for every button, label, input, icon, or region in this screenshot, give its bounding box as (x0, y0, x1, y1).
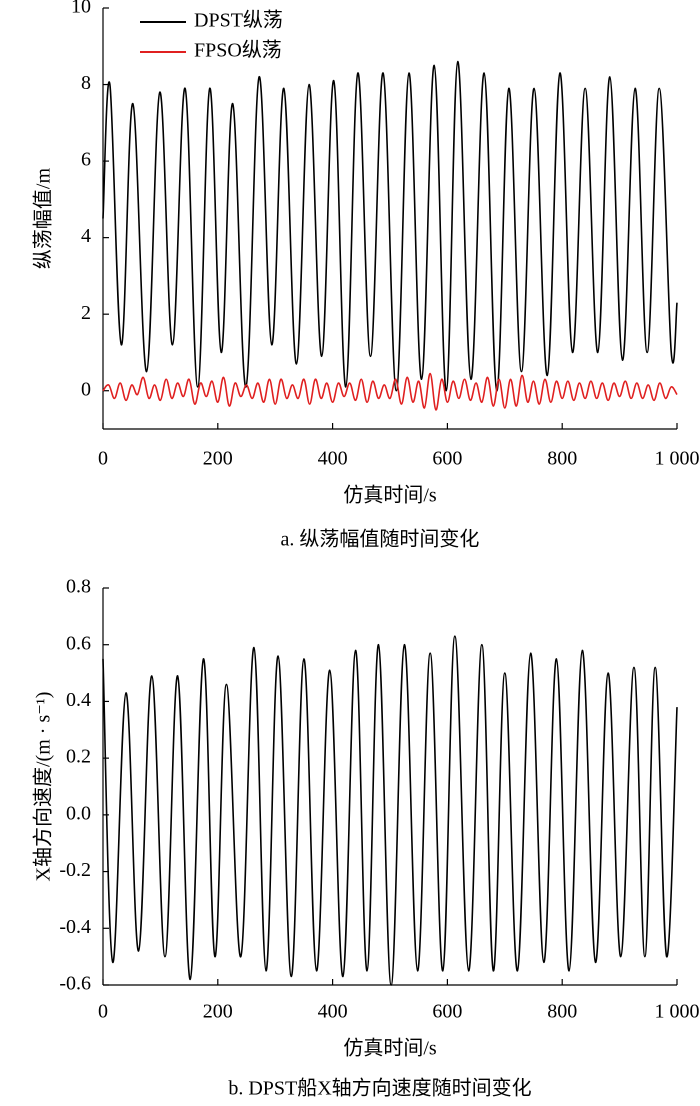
data-line (102, 60, 678, 392)
y-tick-label: -0.4 (59, 916, 91, 938)
y-tick-label: 0.6 (66, 632, 91, 654)
x-tick-label: 1 000 (655, 1001, 700, 1023)
x-tick-label: 0 (98, 448, 108, 470)
caption: a. 纵荡幅值随时间变化 (281, 528, 480, 551)
y-tick-label: 0.4 (66, 689, 91, 711)
y-tick-label: 8 (81, 72, 91, 94)
x-tick-label: 1 000 (655, 448, 700, 470)
y-tick-label: 4 (81, 225, 91, 247)
x-axis-title: 仿真时间/s (343, 484, 437, 507)
caption: b. DPST船X轴方向速度随时间变化 (228, 1077, 531, 1100)
x-tick-label: 600 (432, 448, 462, 470)
data-line (102, 635, 678, 986)
y-tick-label: 0 (81, 378, 91, 400)
x-tick-label: 400 (318, 448, 348, 470)
y-tick-label: -0.2 (59, 859, 91, 881)
y-tick-label: 0.8 (66, 576, 91, 598)
x-axis-title: 仿真时间/s (343, 1037, 437, 1060)
x-tick-label: 800 (547, 448, 577, 470)
data-line (102, 372, 678, 411)
x-tick-label: 0 (98, 1001, 108, 1023)
y-tick-label: 6 (81, 149, 91, 171)
x-tick-label: 200 (203, 1001, 233, 1023)
x-tick-label: 400 (318, 1001, 348, 1023)
y-axis-title: 纵荡幅值/m (32, 168, 55, 270)
x-tick-label: 600 (432, 1001, 462, 1023)
x-tick-label: 200 (203, 448, 233, 470)
y-tick-label: 0.2 (66, 746, 91, 768)
legend-label: DPST纵荡 (194, 9, 283, 32)
legend-label: FPSO纵荡 (194, 39, 282, 62)
y-tick-label: 2 (81, 302, 91, 324)
y-axis-title: X轴方向速度/(m · s⁻¹) (32, 692, 55, 882)
y-tick-label: 0.0 (66, 802, 91, 824)
y-tick-label: -0.6 (59, 973, 91, 995)
x-tick-label: 800 (547, 1001, 577, 1023)
y-tick-label: 10 (71, 0, 91, 18)
